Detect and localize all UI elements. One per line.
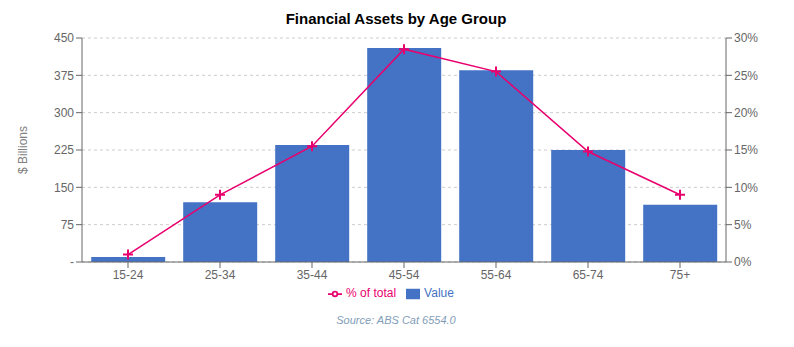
svg-text:75+: 75+ bbox=[670, 268, 690, 282]
svg-text:20%: 20% bbox=[734, 106, 758, 120]
svg-text:35-44: 35-44 bbox=[297, 268, 328, 282]
svg-text:5%: 5% bbox=[734, 218, 752, 232]
svg-text:150: 150 bbox=[54, 181, 74, 195]
svg-text:$ Billions: $ Billions bbox=[16, 126, 30, 174]
svg-text:-: - bbox=[70, 255, 74, 269]
svg-text:30%: 30% bbox=[734, 31, 758, 45]
html-text:Source: ABS Cat 6554.0: Source: ABS Cat 6554.0 bbox=[336, 314, 456, 326]
svg-text:65-74: 65-74 bbox=[573, 268, 604, 282]
svg-text:15%: 15% bbox=[734, 143, 758, 157]
svg-text:450: 450 bbox=[54, 31, 74, 45]
svg-text:300: 300 bbox=[54, 106, 74, 120]
html-text:Value: Value bbox=[424, 286, 454, 300]
svg-text:225: 225 bbox=[54, 143, 74, 157]
html-text:% of total: % of total bbox=[346, 286, 397, 300]
svg-text:15-24: 15-24 bbox=[113, 268, 144, 282]
svg-text:45-54: 45-54 bbox=[389, 268, 420, 282]
svg-text:375: 375 bbox=[54, 69, 74, 83]
svg-text:25-34: 25-34 bbox=[205, 268, 236, 282]
svg-text:0%: 0% bbox=[734, 255, 752, 269]
svg-text:75: 75 bbox=[61, 218, 75, 232]
svg-text:25%: 25% bbox=[734, 69, 758, 83]
html-text:Financial Assets by Age Group: Financial Assets by Age Group bbox=[285, 10, 507, 27]
svg-text:55-64: 55-64 bbox=[481, 268, 512, 282]
svg-text:10%: 10% bbox=[734, 181, 758, 195]
